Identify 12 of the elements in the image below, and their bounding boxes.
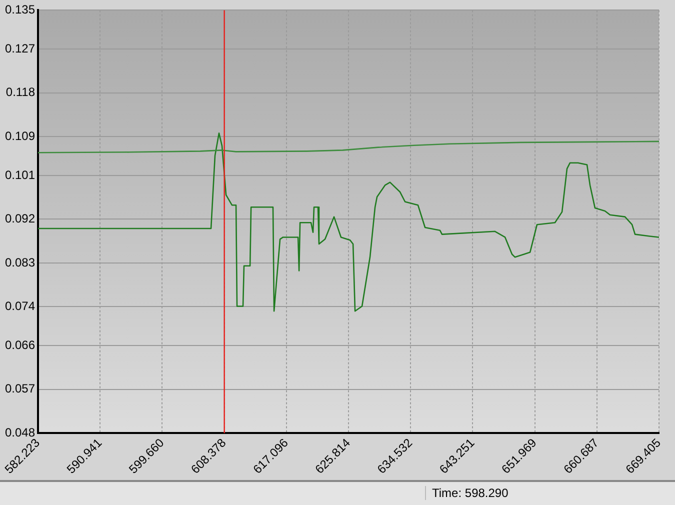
text: Time: 598.290 xyxy=(425,486,508,500)
y-tick-label: 0.066 xyxy=(5,338,36,352)
y-tick-label: 0.083 xyxy=(5,255,36,270)
y-tick-label: 0.109 xyxy=(5,128,36,143)
y-tick-label: 0.127 xyxy=(5,41,36,56)
y-tick-label: 0.048 xyxy=(5,425,36,440)
y-tick-label: 0.092 xyxy=(5,212,36,226)
y-tick-label: 0.057 xyxy=(5,382,36,396)
y-tick-label: 0.135 xyxy=(5,2,36,17)
y-tick-label: 0.101 xyxy=(5,168,36,182)
y-tick-label: 0.118 xyxy=(6,85,36,100)
y-tick-label: 0.074 xyxy=(5,299,36,314)
